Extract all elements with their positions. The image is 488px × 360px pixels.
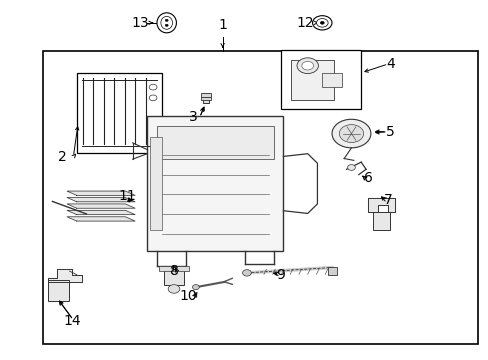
Circle shape [296,58,318,73]
Text: 6: 6 [363,171,372,185]
Bar [281,50,361,109]
Bar [77,73,162,153]
Ellipse shape [157,13,176,33]
Circle shape [316,18,327,27]
Polygon shape [67,217,135,221]
Bar [203,93,208,103]
Circle shape [168,285,180,293]
Bar [47,280,69,301]
Polygon shape [368,198,394,212]
Text: 10: 10 [180,289,197,303]
Circle shape [165,24,168,26]
Bar [42,51,477,344]
Circle shape [312,16,331,30]
Bar [159,266,188,271]
Bar [149,137,162,230]
Bar [157,126,273,158]
Polygon shape [67,191,135,195]
Text: 8: 8 [169,264,178,278]
Text: 13: 13 [131,16,148,30]
Circle shape [149,95,157,101]
Bar [322,73,341,87]
Text: 11: 11 [119,189,137,203]
Text: 14: 14 [63,314,81,328]
Polygon shape [47,269,81,282]
Text: 4: 4 [385,57,394,71]
Bar [201,93,210,97]
Circle shape [347,165,355,170]
Bar [327,267,336,275]
Text: 2: 2 [58,150,66,164]
Bar [290,60,334,100]
Bar [147,116,283,251]
Bar [201,97,210,100]
Ellipse shape [161,17,172,29]
Polygon shape [67,204,135,208]
Bar [372,212,389,230]
Circle shape [339,125,363,143]
Text: 7: 7 [383,193,391,207]
Circle shape [320,21,324,24]
Text: 3: 3 [189,111,198,125]
Bar [164,266,183,285]
Polygon shape [67,198,135,202]
Circle shape [165,19,168,21]
Polygon shape [67,210,135,215]
Circle shape [242,270,251,276]
Circle shape [192,285,199,290]
Text: 9: 9 [276,268,285,282]
Text: 12: 12 [296,16,313,30]
Text: 5: 5 [385,125,394,139]
Circle shape [301,62,313,70]
Circle shape [331,119,370,148]
Text: 1: 1 [218,18,226,32]
Circle shape [149,84,157,90]
